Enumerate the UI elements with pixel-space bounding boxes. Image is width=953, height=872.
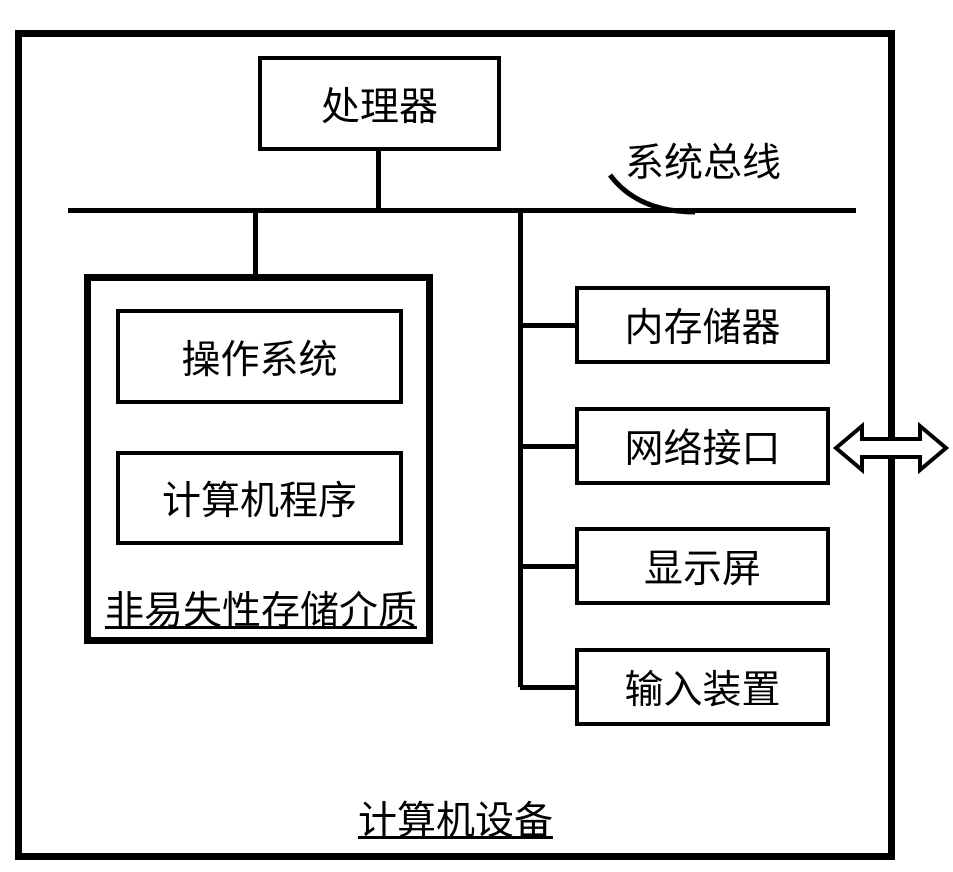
computer-architecture-diagram: 处理器 操作系统 计算机程序 内存储器 网络接口 显示屏 输入装置 系统总线 非… — [0, 0, 953, 872]
network-interface-label: 网络接口 — [624, 418, 780, 474]
network-interface-box: 网络接口 — [575, 407, 830, 485]
input-device-label: 输入装置 — [624, 659, 780, 715]
to-display-line — [520, 564, 575, 569]
system-bus-label: 系统总线 — [625, 132, 781, 188]
display-box: 显示屏 — [575, 527, 830, 605]
internal-memory-label: 内存储器 — [624, 297, 780, 353]
system-bus-line — [68, 208, 856, 213]
input-device-box: 输入装置 — [575, 648, 830, 726]
computer-program-label: 计算机程序 — [162, 470, 357, 526]
nonvolatile-storage-label: 非易失性存储介质 — [105, 580, 417, 636]
internal-memory-box: 内存储器 — [575, 286, 830, 364]
bus-to-storage-line — [253, 210, 258, 274]
to-input-line — [520, 685, 575, 690]
operating-system-label: 操作系统 — [181, 329, 337, 385]
computer-program-box: 计算机程序 — [116, 451, 403, 545]
display-label: 显示屏 — [644, 538, 761, 594]
to-netif-line — [520, 444, 575, 449]
computer-device-label: 计算机设备 — [358, 790, 553, 846]
operating-system-box: 操作系统 — [116, 309, 403, 404]
processor-to-bus-line — [376, 151, 381, 210]
bus-right-drop-line — [518, 210, 523, 687]
processor-box: 处理器 — [258, 56, 501, 151]
processor-label: 处理器 — [321, 76, 438, 132]
to-memory-line — [520, 323, 575, 328]
